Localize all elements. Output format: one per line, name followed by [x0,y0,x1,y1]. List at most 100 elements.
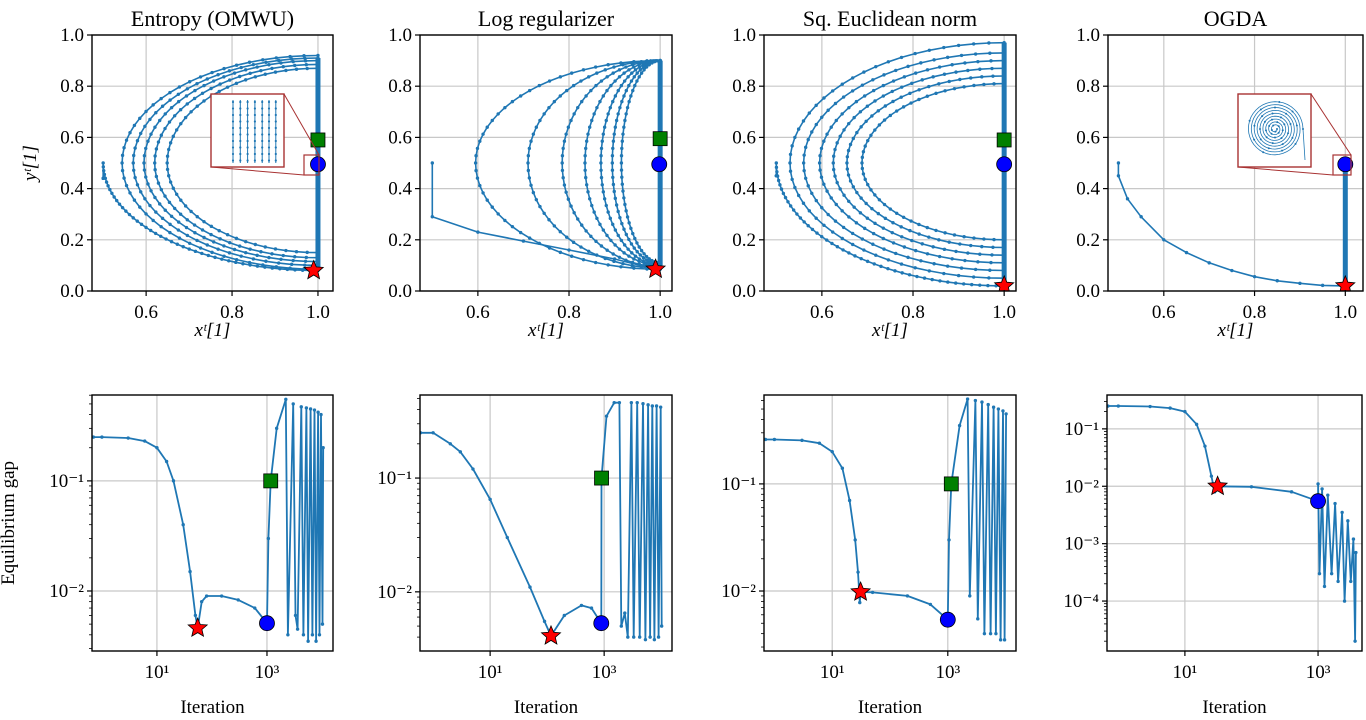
data-point [135,138,140,143]
data-point [310,633,315,637]
data-point [890,230,894,235]
data-point [304,255,309,260]
data-point [973,52,978,56]
y-tick-label: 10⁻² [377,582,412,603]
data-point [620,139,625,143]
inset-point [253,113,256,117]
data-point [178,108,183,112]
inset-point [1280,136,1283,139]
inset-point [274,159,277,162]
data-point [552,99,557,104]
data-point [860,166,865,171]
data-point [284,68,288,73]
data-point [895,109,899,113]
data-point [989,260,993,265]
data-point [279,61,283,65]
data-point [822,223,826,227]
data-point [112,195,116,199]
data-point [168,98,172,102]
data-point [139,131,143,136]
data-point [931,245,935,249]
data-point [619,161,624,165]
x-tick-label: 0.8 [220,302,244,323]
square-marker [310,132,326,148]
data-point [601,228,606,232]
data-point [172,206,177,211]
square-marker [594,470,609,486]
data-point [910,81,914,86]
data-point [547,105,551,110]
data-point [171,186,175,190]
data-point [588,197,592,201]
data-point [632,246,636,250]
data-point [870,114,874,118]
data-point [518,94,523,98]
y-tick-label: 0.4 [388,179,412,200]
data-point [865,104,870,108]
data-point [132,123,137,128]
data-point [185,233,190,238]
x-tick-label: 10¹ [145,662,170,683]
data-point [886,266,890,271]
data-point [801,201,806,205]
x-axis-label: xᵗ[1] [1217,320,1254,341]
y-tick-label: 10⁻⁴ [1063,591,1099,612]
data-point [595,105,599,110]
y-tick-label: 0.0 [388,281,412,302]
data-point [829,196,833,200]
data-point [579,245,583,249]
data-point [798,216,803,220]
data-point [815,231,819,235]
inset-point [261,107,264,110]
zoom-inset [210,93,320,176]
data-point [478,139,482,143]
data-point [1139,215,1143,219]
data-point [270,252,274,256]
data-point [289,262,294,267]
data-point [882,118,887,122]
data-point [602,125,607,129]
data-point [963,258,967,263]
data-point [920,242,924,246]
data-point [159,133,164,137]
y-tick-label: 0.2 [1076,230,1100,251]
data-point [927,48,932,52]
data-point [193,613,198,618]
data-point [937,238,941,242]
inset-point [1291,110,1294,113]
data-point [899,95,903,99]
data-point [286,633,290,637]
gap-series [93,398,325,643]
data-point [225,85,230,89]
data-point [153,161,157,165]
data-point [882,247,886,251]
data-point [635,71,639,75]
data-point [143,124,147,129]
data-point [931,75,935,79]
inset-point [239,159,242,162]
data-point [133,146,137,150]
data-point [153,125,157,129]
data-point [957,423,962,428]
inset-point [1268,125,1271,128]
data-point [633,254,638,258]
data-point [610,168,615,172]
data-point [802,153,806,157]
data-point [144,146,148,151]
inset-point [239,100,242,104]
inset-point [1281,129,1284,132]
inset-point [246,113,249,117]
data-point [947,79,951,84]
data-point [647,63,651,67]
inset-point [1264,129,1267,132]
data-point [1252,274,1257,279]
data-point [954,70,958,74]
data-point [263,72,267,76]
data-point [801,161,806,165]
data-point [608,105,613,110]
inset-point [1272,124,1275,127]
y-tick-label: 0.8 [60,76,84,97]
data-point [570,254,574,258]
data-point [913,266,917,270]
inset-point [274,139,277,143]
